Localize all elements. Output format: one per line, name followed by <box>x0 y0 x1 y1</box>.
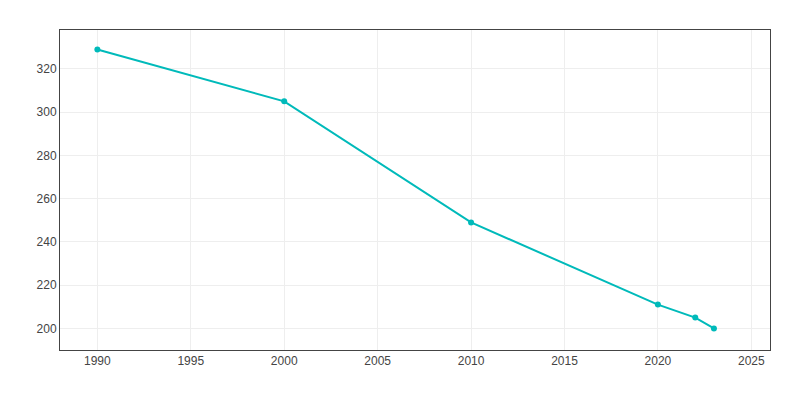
svg-text:280: 280 <box>37 149 57 163</box>
svg-text:1990: 1990 <box>84 354 111 368</box>
svg-text:2015: 2015 <box>551 354 578 368</box>
svg-text:2005: 2005 <box>364 354 391 368</box>
svg-text:320: 320 <box>37 62 57 76</box>
svg-text:260: 260 <box>37 192 57 206</box>
svg-text:2010: 2010 <box>458 354 485 368</box>
svg-text:220: 220 <box>37 278 57 292</box>
svg-text:2025: 2025 <box>738 354 765 368</box>
svg-text:1995: 1995 <box>177 354 204 368</box>
svg-text:240: 240 <box>37 235 57 249</box>
svg-text:2020: 2020 <box>645 354 672 368</box>
svg-text:2000: 2000 <box>271 354 298 368</box>
svg-text:300: 300 <box>37 105 57 119</box>
svg-text:200: 200 <box>37 322 57 336</box>
